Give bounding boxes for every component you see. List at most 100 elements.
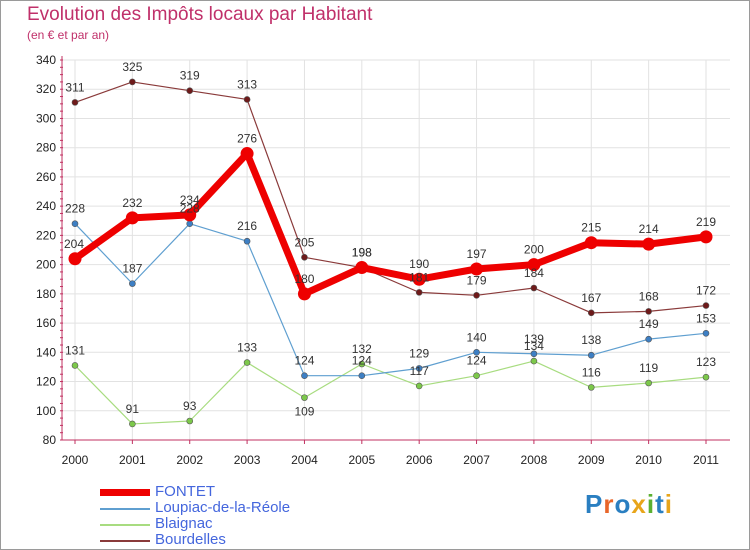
series-line-1 [74, 223, 707, 377]
y-tick-label: 240 [36, 199, 56, 213]
data-point [587, 309, 595, 317]
data-label: 187 [122, 262, 142, 276]
x-tick-label: 2003 [234, 453, 261, 467]
data-point [186, 87, 194, 94]
data-point [71, 220, 79, 227]
logo-letter: i [664, 489, 673, 519]
data-point [645, 335, 652, 343]
x-tick-label: 2011 [693, 453, 719, 467]
proxiti-logo: Proxiti [585, 489, 673, 520]
data-point [530, 350, 538, 358]
data-point [129, 280, 136, 287]
data-point [415, 289, 423, 296]
data-label: 276 [237, 132, 257, 146]
data-point [473, 349, 480, 356]
data-label: 153 [696, 311, 716, 325]
x-tick-label: 2005 [348, 453, 375, 467]
data-point [71, 362, 79, 369]
data-label: 197 [467, 247, 487, 261]
y-tick-label: 320 [36, 82, 56, 96]
y-tick-label: 260 [36, 170, 56, 184]
data-point [642, 237, 656, 251]
data-label: 133 [237, 341, 257, 355]
data-label: 200 [524, 243, 544, 257]
data-label: 234 [180, 193, 200, 207]
data-point [702, 330, 710, 337]
data-label: 109 [294, 405, 314, 419]
data-label: 190 [409, 257, 429, 271]
y-tick-label: 180 [36, 287, 56, 301]
data-point [530, 284, 538, 292]
x-tick-label: 2006 [406, 453, 433, 467]
data-point [186, 417, 194, 425]
x-tick-label: 2000 [62, 453, 89, 467]
logo-letter: t [655, 489, 665, 519]
data-point [473, 292, 480, 299]
data-label: 311 [65, 80, 84, 94]
data-point [68, 252, 82, 266]
data-label: 168 [639, 289, 659, 303]
data-label: 117 [410, 364, 429, 378]
data-point [186, 220, 194, 227]
x-tick-label: 2008 [521, 453, 548, 467]
data-label: 204 [64, 237, 84, 251]
logo-letter: o [614, 489, 632, 519]
data-point [125, 211, 139, 225]
x-tick-label: 2007 [463, 453, 490, 467]
data-label: 179 [467, 273, 487, 287]
data-label: 140 [467, 330, 487, 344]
logo-letter: P [585, 489, 604, 519]
data-point [527, 258, 541, 272]
data-label: 228 [65, 202, 85, 216]
data-point [412, 272, 426, 286]
data-label: 129 [409, 346, 429, 360]
data-label: 198 [352, 246, 372, 260]
data-point [645, 308, 652, 315]
y-tick-label: 220 [36, 228, 56, 242]
legend-label: Bourdelles [155, 531, 226, 548]
data-label: 232 [122, 196, 142, 210]
y-tick-label: 160 [36, 316, 56, 330]
y-tick-label: 80 [43, 433, 57, 447]
y-tick-label: 120 [36, 375, 56, 389]
data-point [243, 237, 251, 245]
series-line-3 [74, 81, 707, 314]
data-point [473, 372, 480, 379]
data-point [702, 302, 710, 309]
data-label: 172 [696, 284, 716, 298]
x-tick-label: 2009 [578, 453, 605, 467]
y-tick-label: 300 [36, 111, 56, 125]
data-point [415, 365, 423, 372]
y-tick-label: 140 [36, 345, 56, 359]
y-tick-label: 280 [36, 141, 56, 155]
data-label: 325 [122, 60, 142, 74]
data-point [355, 261, 369, 275]
data-point [71, 99, 79, 106]
data-point [584, 236, 598, 250]
data-point [415, 382, 423, 390]
data-point [243, 96, 251, 103]
x-tick-label: 2001 [119, 453, 146, 467]
data-label: 180 [294, 272, 314, 286]
x-tick-label: 2010 [635, 453, 662, 467]
logo-letter: x [631, 489, 647, 519]
data-point [530, 357, 538, 365]
data-point [702, 373, 710, 381]
data-label: 123 [696, 355, 716, 369]
data-point [358, 360, 366, 368]
data-label: 149 [639, 317, 659, 331]
data-label: 181 [409, 270, 429, 284]
chart-subtitle: (en € et par an) [27, 28, 110, 42]
x-tick-label: 2004 [291, 453, 318, 467]
legend-swatch [100, 489, 150, 496]
series-line-0 [71, 150, 710, 298]
y-tick-label: 100 [36, 404, 56, 418]
data-point [301, 394, 308, 401]
data-point [587, 351, 595, 359]
y-tick-label: 340 [36, 53, 56, 67]
data-label: 313 [237, 77, 257, 91]
legend-swatch [100, 508, 150, 510]
data-point [645, 379, 652, 387]
